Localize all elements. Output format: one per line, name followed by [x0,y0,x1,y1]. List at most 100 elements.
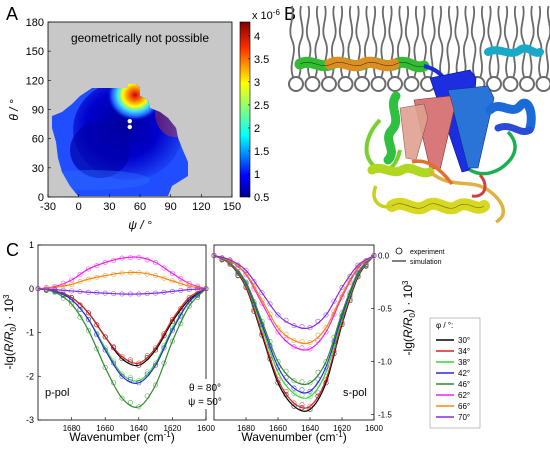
colorbar-tick-label: 2.5 [254,100,269,112]
ytick-label: 0 [29,284,34,294]
ppol-ylabel: -lg(R/R0) · 103 [2,294,18,369]
experiment-legend-marker [396,248,402,254]
xtick-label: 1600 [365,424,383,433]
lipid-head [322,77,336,91]
experiment-point [128,400,132,404]
ytick-label: -2 [26,371,34,381]
heatmap-ytick-label: 30 [32,163,44,175]
lipid-head [339,77,353,91]
phi-legend-label: 38° [458,358,470,367]
lipid-tail [472,6,476,77]
method-legend: experiment simulation [392,248,445,266]
ytick-label: -0.5 [378,305,392,314]
lipid-tail [530,6,534,77]
lipid-head [537,77,550,91]
heatmap-ytick-label: 90 [32,105,44,117]
lipid-tail [521,6,525,77]
experiment-point [300,388,304,392]
theta-angle: θ = 80° [189,383,221,394]
lipid-head [306,77,320,91]
phi-legend-label: 30° [458,336,470,345]
simulation-line-38 [38,289,206,381]
heatmap-xtick-label: 90 [165,201,177,213]
simulation-line-38 [214,256,374,399]
phi-legend-label: 62° [458,391,470,400]
colorbar-ticks: 43.532.521.510.5 [248,31,269,204]
panel-c-label: C [6,240,19,260]
heatmap-ytick-label: 0 [38,192,44,204]
phi-legend-label: 34° [458,347,470,356]
phi-legend-label: 46° [458,380,470,389]
heatmap-ylabel: θ / ° [7,99,21,121]
experiment-legend-label: experiment [410,249,445,256]
ppol-xlabel: Wavenumber (cm-1) [69,430,174,444]
ppol-label: p-pol [45,387,69,399]
lipid-head [504,77,518,91]
experiment-point [300,402,304,406]
lipid-tail [447,6,451,77]
heatmap-xtick-label: 60 [134,201,146,213]
heatmap-marker [128,125,132,129]
ytick-label: 1 [29,240,34,250]
lipid-tail [497,6,501,77]
phi-legend-label: 66° [458,402,470,411]
heatmap-ytick-label: 60 [32,134,44,146]
ytick-label: -1.0 [378,358,392,367]
heatmap-ytick-label: 120 [26,75,44,87]
heatmap-xlabel: ψ / ° [128,218,152,232]
panel-b-label: B [284,4,296,24]
phi-legend-label: 70° [458,413,470,422]
panel-a-label: A [6,4,18,24]
colorbar-exponent: x 10-6 [252,8,280,22]
spol-label: s-pol [343,387,367,399]
heatmap-xtick-label: 150 [223,201,241,213]
heatmap-annotation: geometrically not possible [71,31,209,45]
lipid-tail [513,6,517,77]
colorbar-tick-label: 4 [254,31,260,43]
heatmap-ytick-label: 180 [26,17,44,29]
psi-angle: ψ = 50° [188,397,222,408]
lipid-tail [455,6,459,77]
ppol-series [36,255,208,409]
lipid-head [388,77,402,91]
panel-b: B [284,4,550,222]
spol-xlabel: Wavenumber (cm-1) [241,430,346,444]
heatmap-xtick-label: 0 [76,201,82,213]
lipid-tail [538,6,542,77]
ytick-label: 0.0 [378,252,390,261]
lipid-head [405,77,419,91]
ytick-label: -1 [26,328,34,338]
lipid-tail [488,6,492,77]
colorbar-tick-label: 1 [254,169,260,181]
phi-legend-label: 42° [458,369,470,378]
experiment-point [300,393,304,397]
phi-legend-title: φ / °: [436,321,453,330]
colorbar-tick-label: 3.5 [254,54,269,66]
lipid-tail [505,6,509,77]
lipid-head [520,77,534,91]
lipid-tail [546,6,550,77]
xtick-label: 1600 [197,424,215,433]
colorbar-tick-label: 2 [254,123,260,135]
ytick-label: -3 [26,415,34,425]
lipid-head [355,77,369,91]
lipid-head [289,77,303,91]
lipid-head [372,77,386,91]
lipid-membrane-illustration [289,6,550,91]
colorbar [240,22,250,197]
simulation-legend-label: simulation [410,259,442,266]
protein-ribbon-illustration [300,48,540,222]
lipid-tail [464,6,468,77]
lipid-tail [439,6,443,77]
colorbar-tick-label: 3 [254,77,260,89]
colorbar-tick-label: 0.5 [254,192,269,204]
spol-ylabel: -lg(R/R0) · 103 [401,280,417,355]
heatmap-ytick-label: 150 [26,46,44,58]
experiment-point [300,380,304,384]
ytick-label: -1.5 [378,411,392,420]
